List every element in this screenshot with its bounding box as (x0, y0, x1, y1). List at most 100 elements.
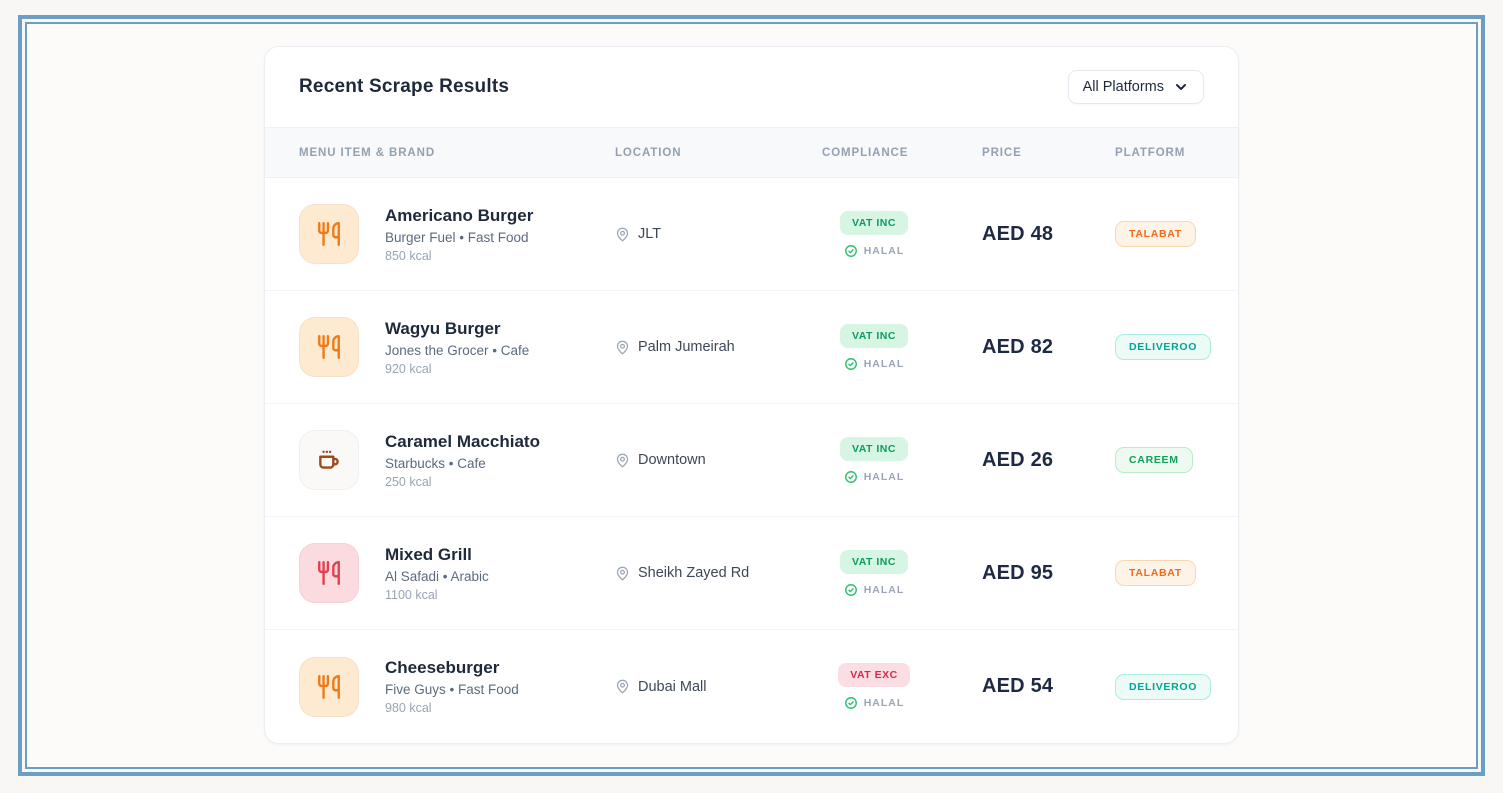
outer-frame-border: Recent Scrape Results All Platforms Menu… (18, 15, 1485, 776)
table-row[interactable]: Mixed Grill Al Safadi • Arabic 1100 kcal… (265, 517, 1238, 630)
column-header-compliance: Compliance (822, 146, 909, 159)
item-text: Mixed Grill Al Safadi • Arabic 1100 kcal (385, 545, 489, 602)
item-brand: Al Safadi • Arabic (385, 568, 489, 584)
platform-filter-dropdown[interactable]: All Platforms (1067, 70, 1204, 104)
item-brand: Five Guys • Fast Food (385, 682, 519, 697)
location-cell: JLT (615, 226, 822, 242)
item-cell: Caramel Macchiato Starbucks • Cafe 250 k… (299, 430, 615, 490)
platform-badge: DELIVEROO (1115, 334, 1212, 360)
platform-filter-label: All Platforms (1082, 79, 1164, 95)
check-circle-icon (844, 244, 857, 257)
vat-badge: VAT INC (840, 210, 908, 235)
item-calories: 1100 kcal (385, 587, 438, 602)
compliance-cell: VAT INC HALAL (822, 549, 926, 597)
item-name: Cheeseburger (385, 658, 500, 677)
food-icon-tile (299, 543, 359, 603)
halal-indicator: HALAL (844, 470, 905, 484)
item-name: Mixed Grill (385, 544, 472, 564)
map-pin-icon (616, 566, 629, 580)
item-calories: 250 kcal (385, 474, 432, 489)
halal-label: HALAL (863, 357, 905, 370)
item-name: Americano Burger (385, 205, 534, 225)
item-name: Caramel Macchiato (385, 431, 540, 451)
price-cell: AED 26 (982, 448, 1054, 471)
price-cell: AED 95 (982, 561, 1054, 584)
platform-cell: DELIVEROO (1115, 334, 1212, 360)
table-row[interactable]: Wagyu Burger Jones the Grocer • Cafe 920… (265, 291, 1238, 404)
platform-cell: DELIVEROO (1115, 673, 1212, 700)
food-icon-tile (299, 204, 359, 264)
location-text: Sheikh Zayed Rd (638, 565, 750, 581)
platform-badge: DELIVEROO (1115, 673, 1212, 700)
check-circle-icon (844, 357, 857, 370)
table-header-row: Menu Item & Brand Location Compliance Pr… (265, 127, 1238, 178)
vat-badge: VAT INC (840, 436, 908, 461)
food-icon-tile (299, 430, 359, 490)
column-header-platform: Platform (1115, 146, 1186, 159)
halal-label: HALAL (863, 244, 905, 257)
platform-cell: TALABAT (1115, 221, 1204, 247)
location-text: Downtown (638, 452, 706, 468)
utensils-icon (316, 334, 342, 360)
item-text: Caramel Macchiato Starbucks • Cafe 250 k… (385, 432, 540, 489)
item-calories: 920 kcal (385, 361, 432, 376)
item-name: Wagyu Burger (385, 318, 501, 338)
item-cell: Cheeseburger Five Guys • Fast Food 980 k… (299, 656, 615, 717)
check-circle-icon (844, 470, 857, 483)
item-calories: 850 kcal (385, 248, 432, 263)
map-pin-icon (616, 340, 629, 354)
location-cell: Sheikh Zayed Rd (615, 565, 822, 581)
item-cell: Americano Burger Burger Fuel • Fast Food… (299, 204, 615, 264)
item-text: Cheeseburger Five Guys • Fast Food 980 k… (385, 658, 519, 715)
item-text: Wagyu Burger Jones the Grocer • Cafe 920… (385, 319, 529, 376)
location-cell: Dubai Mall (615, 679, 822, 695)
platform-cell: TALABAT (1115, 560, 1204, 586)
column-header-menu-item: Menu Item & Brand (299, 146, 436, 159)
food-icon-tile (299, 656, 359, 717)
vat-badge: VAT INC (840, 549, 908, 574)
item-brand: Jones the Grocer • Cafe (385, 342, 530, 358)
price-cell: AED 48 (982, 222, 1054, 245)
platform-badge: CAREEM (1115, 447, 1193, 473)
platform-badge: TALABAT (1115, 221, 1196, 247)
compliance-cell: VAT INC HALAL (822, 323, 926, 371)
page-title: Recent Scrape Results (299, 76, 510, 97)
price-cell: AED 54 (982, 675, 1054, 697)
table-row[interactable]: Cheeseburger Five Guys • Fast Food 980 k… (265, 630, 1238, 743)
column-header-location: Location (615, 146, 682, 159)
recent-scrape-results-card: Recent Scrape Results All Platforms Menu… (264, 46, 1239, 744)
map-pin-icon (616, 679, 629, 694)
halal-label: HALAL (863, 583, 905, 596)
check-circle-icon (844, 697, 857, 709)
price-cell: AED 82 (982, 335, 1054, 358)
halal-label: HALAL (863, 470, 905, 483)
halal-indicator: HALAL (844, 357, 905, 371)
platform-badge: TALABAT (1115, 560, 1196, 586)
location-cell: Downtown (615, 452, 822, 468)
inner-frame: Recent Scrape Results All Platforms Menu… (25, 22, 1478, 769)
column-header-price: Price (982, 146, 1022, 159)
location-text: Palm Jumeirah (638, 339, 735, 355)
table-row[interactable]: Americano Burger Burger Fuel • Fast Food… (265, 178, 1238, 291)
platform-cell: CAREEM (1115, 447, 1204, 473)
location-cell: Palm Jumeirah (615, 339, 822, 355)
compliance-cell: VAT EXC HALAL (822, 663, 926, 710)
food-icon-tile (299, 317, 359, 377)
card-header: Recent Scrape Results All Platforms (265, 47, 1238, 127)
item-cell: Wagyu Burger Jones the Grocer • Cafe 920… (299, 317, 615, 377)
location-text: Dubai Mall (638, 678, 707, 695)
halal-indicator: HALAL (844, 244, 905, 258)
item-cell: Mixed Grill Al Safadi • Arabic 1100 kcal (299, 543, 615, 603)
check-circle-icon (844, 583, 857, 596)
item-brand: Starbucks • Cafe (385, 455, 486, 471)
utensils-icon (316, 674, 342, 700)
utensils-icon (316, 560, 342, 586)
location-text: JLT (638, 226, 662, 242)
utensils-icon (316, 221, 342, 247)
item-text: Americano Burger Burger Fuel • Fast Food… (385, 206, 533, 263)
map-pin-icon (616, 453, 629, 467)
vat-badge: VAT EXC (838, 663, 910, 687)
coffee-icon (316, 447, 342, 473)
table-row[interactable]: Caramel Macchiato Starbucks • Cafe 250 k… (265, 404, 1238, 517)
